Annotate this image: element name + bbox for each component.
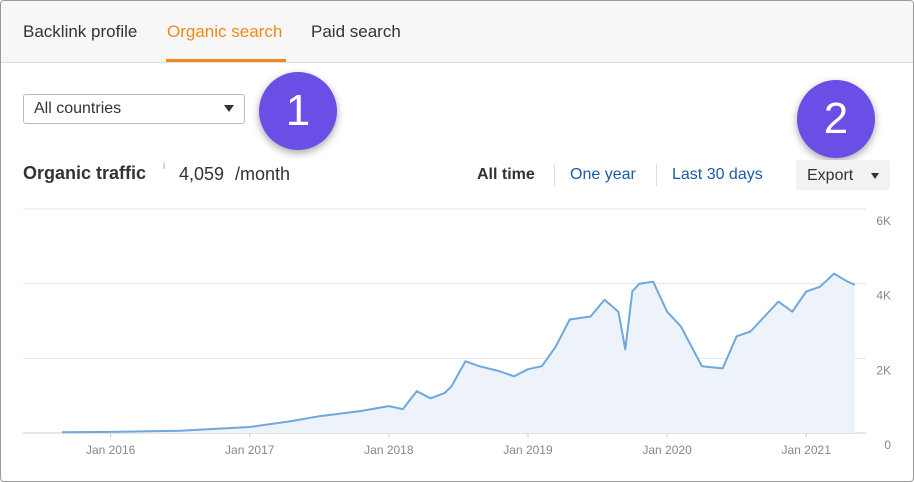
y-tick-label: 2K [876,363,891,377]
period-option[interactable]: All time [477,166,535,183]
select-value: All countries [34,100,122,117]
tab-active[interactable]: Organic search [167,22,283,41]
period-option[interactable]: One year [570,166,636,183]
x-tick-label: Jan 2017 [225,443,275,457]
traffic-label: Organic traffic [23,163,147,183]
export-button[interactable]: Export [796,160,890,190]
dropdown-arrow [871,173,879,179]
country-select[interactable]: All countries [23,94,245,124]
x-tick-label: Jan 2016 [86,443,136,457]
area-fill [61,273,855,433]
x-tick-label: Jan 2018 [364,443,414,457]
badge: 1 [259,72,337,150]
dropdown-arrow [224,105,234,112]
tab-underline [166,59,286,62]
traffic-value: 4,059 [179,164,225,184]
export-label: Export [807,167,854,184]
separator [554,164,555,186]
x-tick-label: Jan 2020 [642,443,692,457]
tab[interactable]: Backlink profile [23,22,138,41]
x-tick-label: Jan 2021 [781,443,831,457]
tab[interactable]: Paid search [311,22,401,41]
y-tick-label: 6K [876,214,891,228]
traffic-unit: /month [235,164,291,184]
y-tick-label: 0 [884,438,891,452]
badge: 2 [797,80,875,158]
info-icon[interactable]: i [163,161,166,172]
separator [656,164,657,186]
period-option[interactable]: Last 30 days [672,166,763,183]
x-tick-label: Jan 2019 [503,443,553,457]
tab-bar: Backlink profile Organic search Paid sea… [1,1,913,63]
y-tick-label: 4K [876,289,891,303]
traffic-line [61,272,856,434]
